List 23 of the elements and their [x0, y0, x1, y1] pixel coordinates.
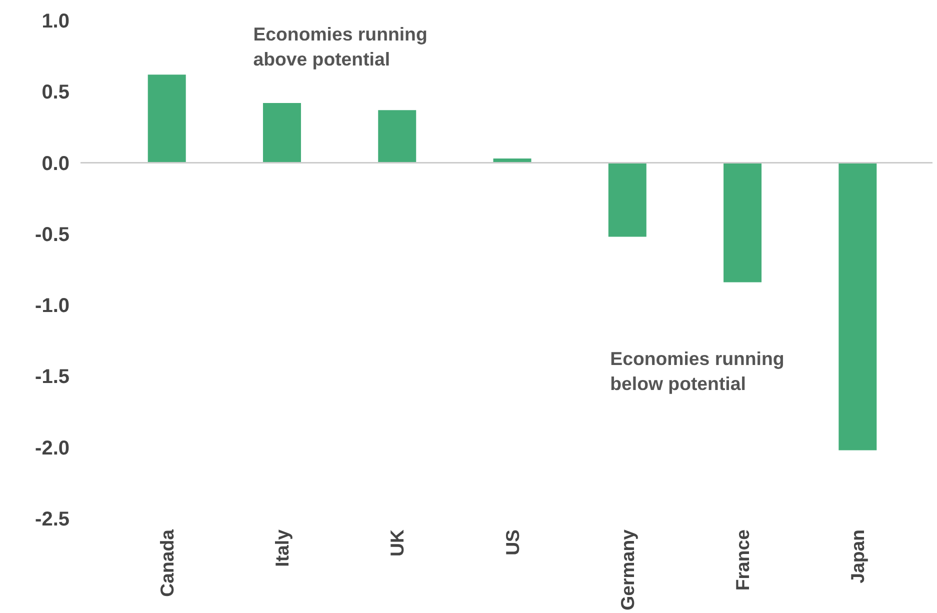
x-tick-label: Italy [271, 528, 292, 567]
y-tick-label: -0.5 [35, 224, 70, 246]
bar [838, 162, 877, 450]
bar [724, 162, 762, 282]
bar [608, 162, 646, 237]
bar [148, 74, 186, 163]
x-tick-label: Germany [616, 528, 638, 610]
y-tick-label: 1.0 [42, 10, 70, 32]
x-tick-label: Japan [847, 529, 868, 584]
y-tick-label: 0.0 [42, 152, 70, 175]
x-tick-label: Canada [156, 528, 178, 597]
x-tick-label: US [502, 529, 523, 556]
y-tick-label: -1.0 [35, 295, 70, 318]
y-tick-label: -1.5 [35, 366, 70, 388]
x-tick-label: France [732, 529, 754, 591]
annotation: Economies running below potential [610, 348, 784, 394]
bar [262, 103, 301, 163]
x-tick-label: UK [386, 528, 408, 556]
y-tick-label: -2.5 [35, 508, 70, 530]
annotation: Economies running above potential [253, 23, 428, 70]
bar [378, 110, 416, 163]
y-tick-label: 0.5 [42, 82, 70, 104]
y-tick-label: -2.0 [35, 437, 70, 460]
